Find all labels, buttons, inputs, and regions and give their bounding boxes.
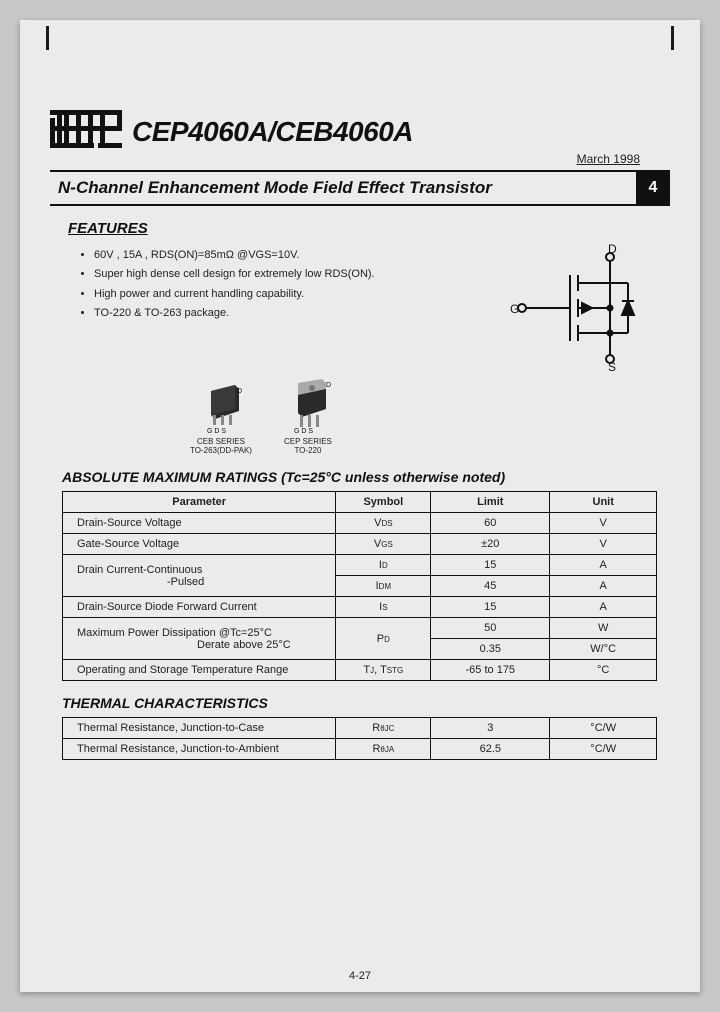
cell-unit: A: [550, 576, 657, 597]
svg-text:G D S: G D S: [207, 428, 226, 435]
table-row: Thermal Resistance, Junction-to-Ambient …: [63, 739, 657, 760]
svg-text:D: D: [608, 243, 617, 256]
svg-text:G: G: [510, 302, 519, 316]
cell-limit: ±20: [431, 534, 550, 555]
subtitle: N-Channel Enhancement Mode Field Effect …: [50, 172, 628, 204]
features-area: 60V , 15A , RDS(ON)=85mΩ @VGS=10V. Super…: [50, 243, 670, 373]
features-heading: FEATURES: [68, 220, 670, 237]
cell-limit: 15: [431, 597, 550, 618]
crop-mark-right: [671, 26, 674, 50]
cell-param: Gate-Source Voltage: [63, 534, 336, 555]
cell-limit: 60: [431, 513, 550, 534]
cell-symbol: RθJA: [336, 739, 431, 760]
cell-limit: 45: [431, 576, 550, 597]
table-row: Drain-Source Voltage VDS 60 V: [63, 513, 657, 534]
cell-param: Thermal Resistance, Junction-to-Ambient: [63, 739, 336, 760]
cell-symbol: IDM: [336, 576, 431, 597]
cell-limit: 50: [431, 618, 550, 639]
cell-param: Operating and Storage Temperature Range: [63, 660, 336, 681]
cell-param: Drain-Source Voltage: [63, 513, 336, 534]
package-row: D G D S CEB SERIES TO-263(DD-PAK) D G D …: [190, 379, 670, 455]
package-label: TO-263(DD-PAK): [190, 446, 252, 455]
mosfet-symbol-icon: D G S: [500, 243, 670, 373]
logo-bars-icon: [50, 110, 122, 148]
cell-symbol: VGS: [336, 534, 431, 555]
thermal-heading: THERMAL CHARACTERISTICS: [62, 695, 670, 711]
cell-unit: °C/W: [550, 718, 657, 739]
svg-text:D: D: [237, 388, 242, 395]
page-tab: 4: [636, 172, 670, 204]
col-unit: Unit: [550, 492, 657, 513]
cell-unit: °C/W: [550, 739, 657, 760]
cell-unit: V: [550, 534, 657, 555]
absmax-table: Parameter Symbol Limit Unit Drain-Source…: [62, 491, 657, 681]
date: March 1998: [50, 152, 640, 166]
table-row: Gate-Source Voltage VGS ±20 V: [63, 534, 657, 555]
crop-mark-left: [46, 26, 49, 50]
table-row: Thermal Resistance, Junction-to-Case RθJ…: [63, 718, 657, 739]
svg-text:D: D: [326, 382, 331, 389]
svg-text:G D S: G D S: [294, 428, 313, 435]
header: CEP4060A/CEB4060A: [50, 110, 670, 148]
svg-text:S: S: [608, 360, 616, 373]
thermal-table: Thermal Resistance, Junction-to-Case RθJ…: [62, 717, 657, 760]
cell-symbol: RθJC: [336, 718, 431, 739]
datasheet-page: CEP4060A/CEB4060A March 1998 N-Channel E…: [20, 20, 700, 992]
to220-icon: D G D S: [280, 379, 336, 435]
to263-icon: D G D S: [193, 385, 249, 435]
cell-symbol: TJ, TSTG: [336, 660, 431, 681]
cell-symbol: VDS: [336, 513, 431, 534]
cell-limit: -65 to 175: [431, 660, 550, 681]
table-row: Drain-Source Diode Forward Current IS 15…: [63, 597, 657, 618]
cell-symbol: PD: [336, 618, 431, 660]
package-label: TO-220: [294, 446, 321, 455]
cell-unit: W: [550, 618, 657, 639]
cell-symbol: ID: [336, 555, 431, 576]
feature-item: TO-220 & TO-263 package.: [94, 306, 500, 320]
cell-param: Thermal Resistance, Junction-to-Case: [63, 718, 336, 739]
cell-unit: A: [550, 555, 657, 576]
cell-unit: V: [550, 513, 657, 534]
absmax-heading: ABSOLUTE MAXIMUM RATINGS (Tc=25°C unless…: [62, 469, 670, 485]
package-ceb: D G D S CEB SERIES TO-263(DD-PAK): [190, 385, 252, 455]
subtitle-row: N-Channel Enhancement Mode Field Effect …: [50, 170, 670, 206]
table-row: Operating and Storage Temperature Range …: [63, 660, 657, 681]
cell-limit: 15: [431, 555, 550, 576]
package-label: CEP SERIES: [284, 437, 332, 446]
cell-unit: W/°C: [550, 639, 657, 660]
col-limit: Limit: [431, 492, 550, 513]
cell-param: Maximum Power Dissipation @Tc=25°C Derat…: [63, 618, 336, 660]
col-symbol: Symbol: [336, 492, 431, 513]
table-row: Drain Current-Continuous -Pulsed ID 15 A: [63, 555, 657, 576]
cell-limit: 0.35: [431, 639, 550, 660]
crop-marks: [20, 26, 700, 50]
feature-item: 60V , 15A , RDS(ON)=85mΩ @VGS=10V.: [94, 248, 500, 262]
feature-item: High power and current handling capabili…: [94, 287, 500, 301]
logo: [50, 110, 122, 148]
cell-param: Drain-Source Diode Forward Current: [63, 597, 336, 618]
cell-param: Drain Current-Continuous -Pulsed: [63, 555, 336, 597]
part-number: CEP4060A/CEB4060A: [132, 116, 413, 148]
cell-symbol: IS: [336, 597, 431, 618]
features-list: 60V , 15A , RDS(ON)=85mΩ @VGS=10V. Super…: [80, 243, 500, 325]
package-label: CEB SERIES: [197, 437, 245, 446]
cell-limit: 62.5: [431, 739, 550, 760]
cell-unit: °C: [550, 660, 657, 681]
col-parameter: Parameter: [63, 492, 336, 513]
cell-limit: 3: [431, 718, 550, 739]
feature-item: Super high dense cell design for extreme…: [94, 267, 500, 281]
cell-unit: A: [550, 597, 657, 618]
package-cep: D G D S CEP SERIES TO-220: [280, 379, 336, 455]
table-header-row: Parameter Symbol Limit Unit: [63, 492, 657, 513]
table-row: Maximum Power Dissipation @Tc=25°C Derat…: [63, 618, 657, 639]
page-number: 4-27: [20, 970, 700, 982]
